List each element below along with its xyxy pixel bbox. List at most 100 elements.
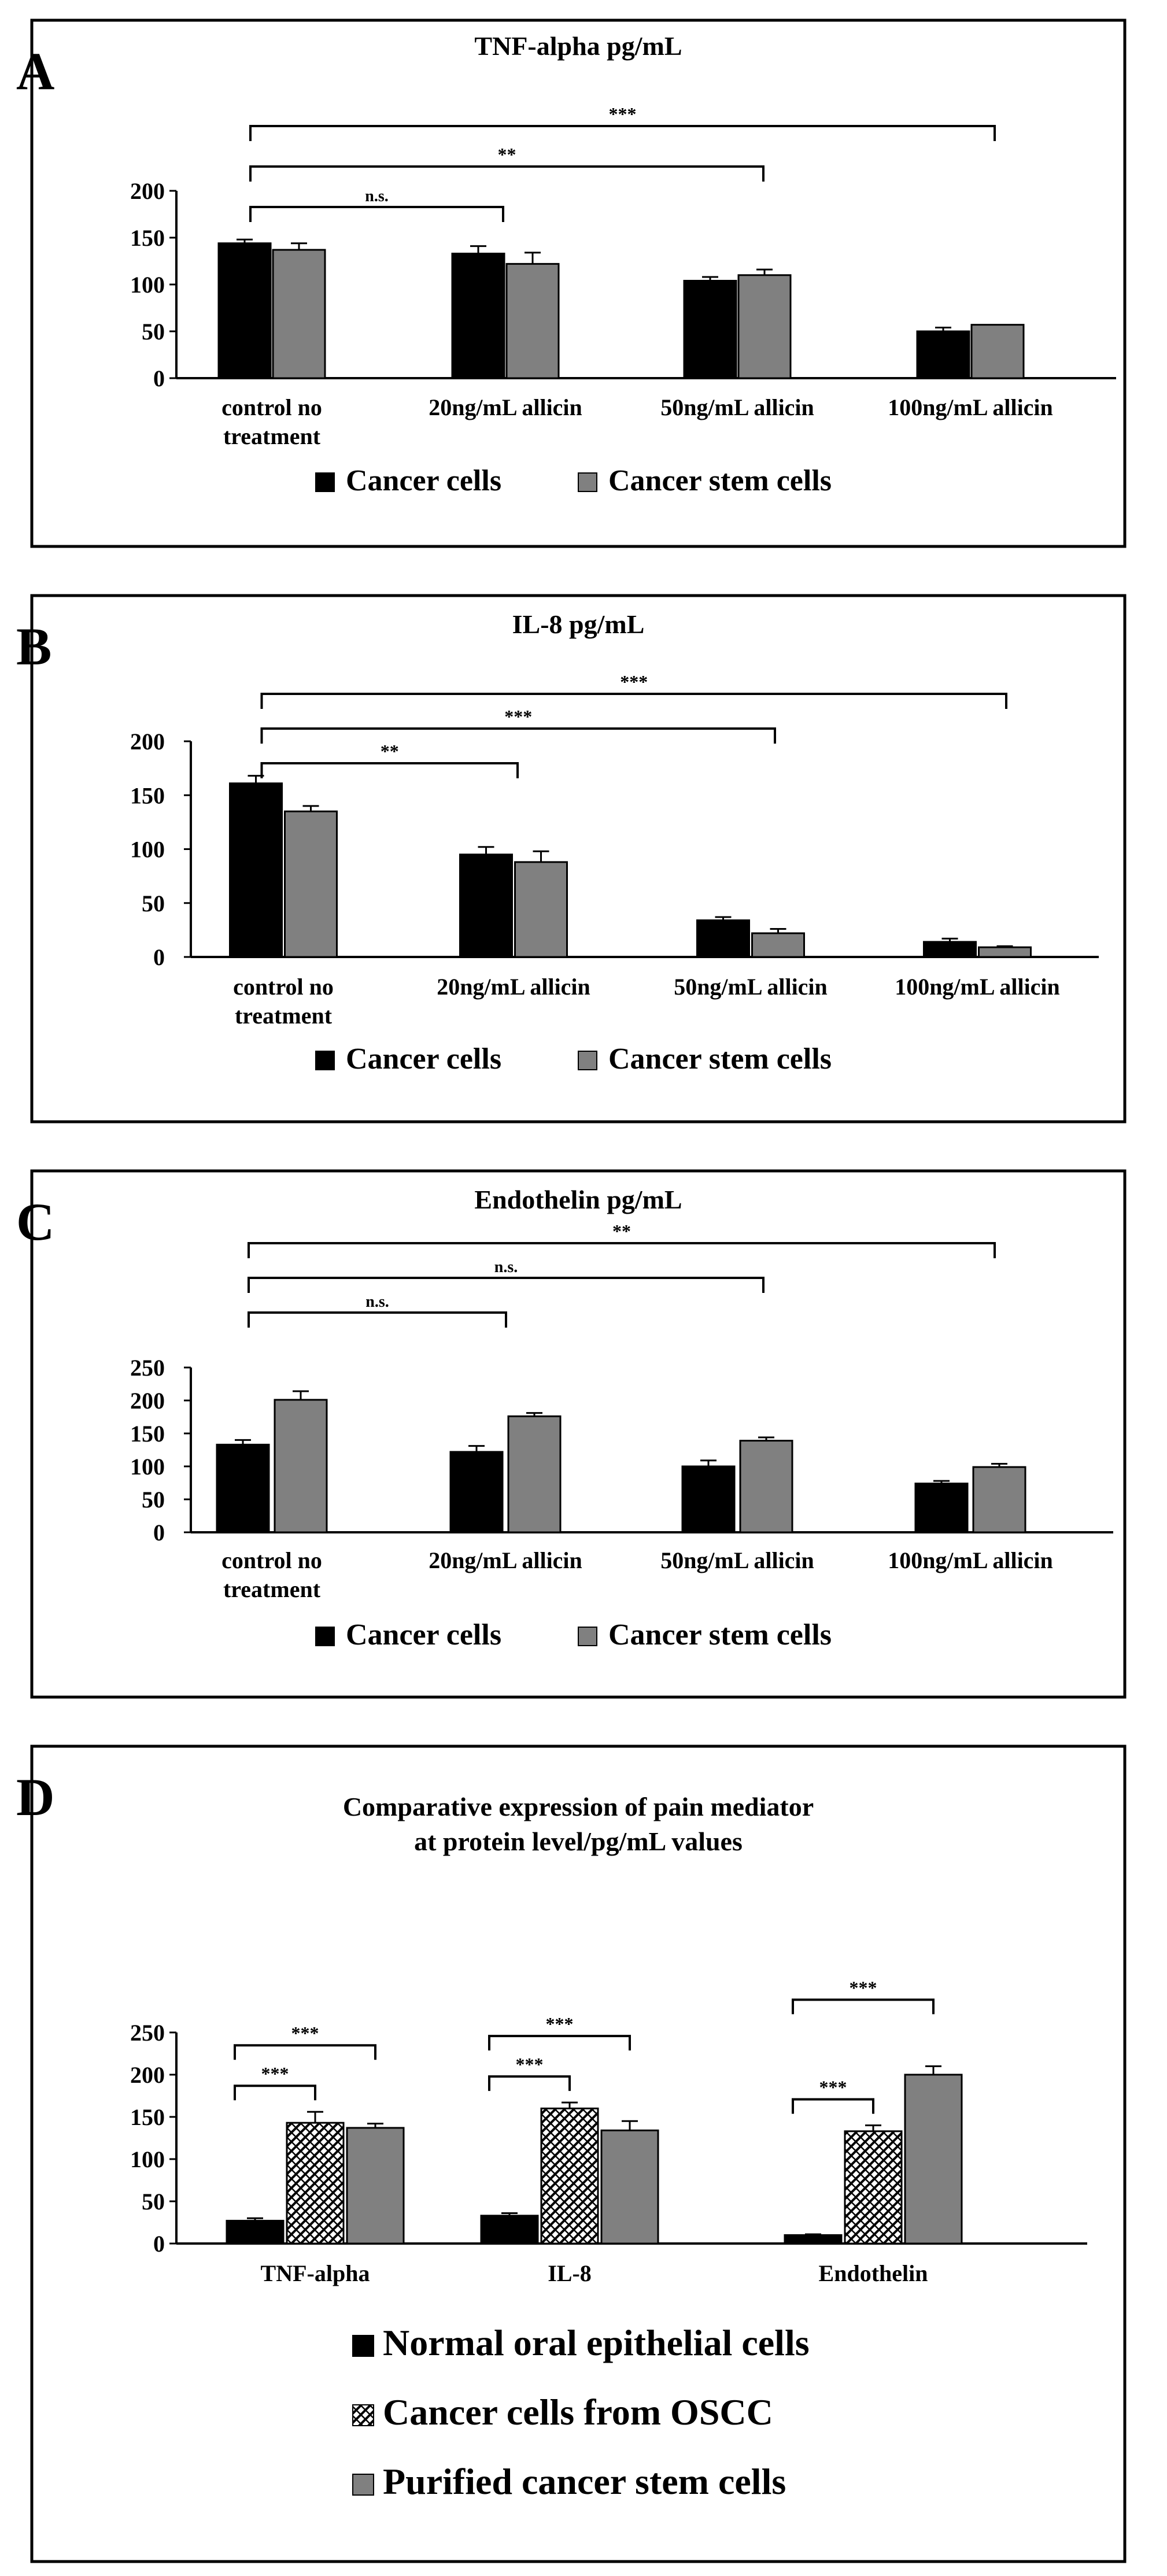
y-tick-label: 50 — [142, 2189, 165, 2215]
x-tick-label: treatment — [223, 423, 321, 449]
bar-cancer-stem-cells — [978, 946, 1032, 958]
y-tick-label: 0 — [153, 1520, 165, 1546]
y-tick-label: 150 — [130, 2104, 165, 2130]
x-tick-label: IL-8 — [548, 2260, 592, 2286]
chart-title-line: Comparative expression of pain mediator — [343, 1792, 814, 1821]
bar-cancer-stem-cells — [972, 1466, 1026, 1533]
significance-label: *** — [504, 706, 532, 727]
y-tick-label: 0 — [153, 944, 165, 970]
chart-panel-2: IL-8 pg/mL 0 50 100 150 200 control no treatmen… — [30, 594, 1127, 1123]
bar-cancer-stem-cells — [284, 810, 338, 958]
chart-title: Endothelin pg/mL — [474, 1185, 682, 1214]
y-tick-label: 200 — [130, 2062, 165, 2088]
bar-cancer-cells — [451, 253, 505, 379]
legend-swatch — [315, 1051, 335, 1070]
significance-label: ** — [612, 1221, 631, 1241]
significance-label: *** — [620, 671, 648, 692]
legend-label: Normal oral epithelial cells — [383, 2322, 810, 2363]
x-tick-label: 50ng/mL allicin — [660, 394, 814, 420]
bar-cancer-cells-from-oscc — [286, 2122, 345, 2245]
bar-cancer-cells — [217, 242, 272, 379]
chart-panel-3: Endothelin pg/mL 0 50 100 150 200 250 control n… — [30, 1169, 1127, 1699]
significance-bracket — [248, 1277, 765, 1293]
bar-cancer-stem-cells — [507, 1415, 562, 1533]
y-tick-label: 50 — [142, 890, 165, 916]
y-tick-label: 100 — [130, 272, 165, 298]
chart-title: TNF-alpha pg/mL — [474, 31, 682, 61]
x-tick-label: 50ng/mL allicin — [660, 1547, 814, 1573]
bar-cancer-cells — [923, 941, 977, 958]
bar-cancer-stem-cells — [739, 1440, 793, 1533]
significance-label: *** — [609, 104, 637, 124]
legend-swatch — [352, 2404, 374, 2426]
bar-cancer-stem-cells — [505, 263, 560, 379]
panel-frame — [30, 19, 1127, 548]
x-tick-label: 20ng/mL allicin — [437, 974, 590, 1000]
bar-cancer-cells — [216, 1443, 270, 1533]
legend-swatch — [352, 2335, 374, 2357]
x-tick-label: control no — [221, 394, 322, 420]
significance-bracket — [248, 1242, 996, 1258]
x-tick-label: 20ng/mL allicin — [429, 394, 582, 420]
bar-cancer-cells-from-oscc — [844, 2130, 903, 2245]
x-tick-label: treatment — [235, 1003, 333, 1029]
bar-cancer-cells — [914, 1483, 969, 1533]
bar-cancer-cells-from-oscc — [540, 2107, 599, 2245]
x-tick-label: 50ng/mL allicin — [674, 974, 828, 1000]
bar-cancer-cells — [681, 1465, 736, 1533]
bar-cancer-cells — [683, 280, 737, 379]
significance-label: ** — [498, 144, 516, 165]
significance-bracket — [792, 1998, 935, 2015]
significance-bracket — [234, 2044, 376, 2060]
y-tick-label: 150 — [130, 1421, 165, 1447]
x-tick-label: TNF-alpha — [261, 2260, 370, 2286]
panel-label-d: D — [16, 1768, 55, 1827]
legend-swatch — [578, 472, 597, 492]
significance-label: *** — [261, 2063, 289, 2084]
x-tick-label: control no — [233, 974, 334, 1000]
significance-label: ** — [381, 741, 399, 762]
legend-label: Cancer cells — [346, 1618, 501, 1651]
bar-cancer-stem-cells — [272, 249, 326, 379]
bar-purified-cancer-stem-cells — [346, 2127, 405, 2245]
panel-label-a: A — [16, 42, 55, 101]
x-tick-label: 100ng/mL allicin — [888, 1547, 1053, 1573]
x-tick-label: 100ng/mL allicin — [895, 974, 1060, 1000]
significance-bracket — [260, 727, 776, 744]
bar-normal-oral-epithelial-cells — [784, 2234, 843, 2245]
chart-title: IL-8 pg/mL — [512, 609, 645, 639]
x-tick-label: Endothelin — [819, 2260, 928, 2286]
bar-cancer-cells — [449, 1451, 504, 1533]
y-tick-label: 200 — [130, 178, 165, 204]
significance-label: *** — [850, 1977, 877, 1998]
y-tick-label: 200 — [130, 1388, 165, 1414]
y-tick-label: 100 — [130, 1454, 165, 1480]
panel-frame — [30, 1745, 1127, 2563]
bar-normal-oral-epithelial-cells — [226, 2220, 285, 2245]
legend-swatch — [315, 1627, 335, 1646]
x-tick-label: treatment — [223, 1576, 321, 1602]
significance-bracket — [248, 1311, 507, 1328]
legend-label: Purified cancer stem cells — [383, 2461, 786, 2502]
bar-cancer-cells — [229, 782, 283, 958]
significance-bracket — [260, 693, 1007, 709]
panel-label-b: B — [16, 617, 52, 676]
y-tick-label: 50 — [142, 1487, 165, 1513]
legend-label: Cancer cells — [346, 1043, 501, 1076]
significance-bracket — [249, 206, 504, 222]
legend-swatch — [578, 1627, 597, 1646]
significance-label: *** — [291, 2023, 319, 2043]
significance-label: n.s. — [365, 1293, 389, 1311]
bar-purified-cancer-stem-cells — [600, 2129, 659, 2245]
legend-label: Cancer stem cells — [608, 464, 832, 497]
legend-swatch — [315, 472, 335, 492]
significance-label: *** — [546, 2013, 574, 2034]
bar-cancer-stem-cells — [751, 932, 805, 958]
legend-swatch — [352, 2474, 374, 2496]
x-tick-label: 20ng/mL allicin — [429, 1547, 582, 1573]
y-tick-label: 50 — [142, 319, 165, 345]
significance-bracket — [488, 2075, 571, 2091]
y-tick-label: 250 — [130, 1355, 165, 1381]
y-tick-label: 0 — [153, 365, 165, 391]
bar-cancer-stem-cells — [274, 1399, 328, 1533]
